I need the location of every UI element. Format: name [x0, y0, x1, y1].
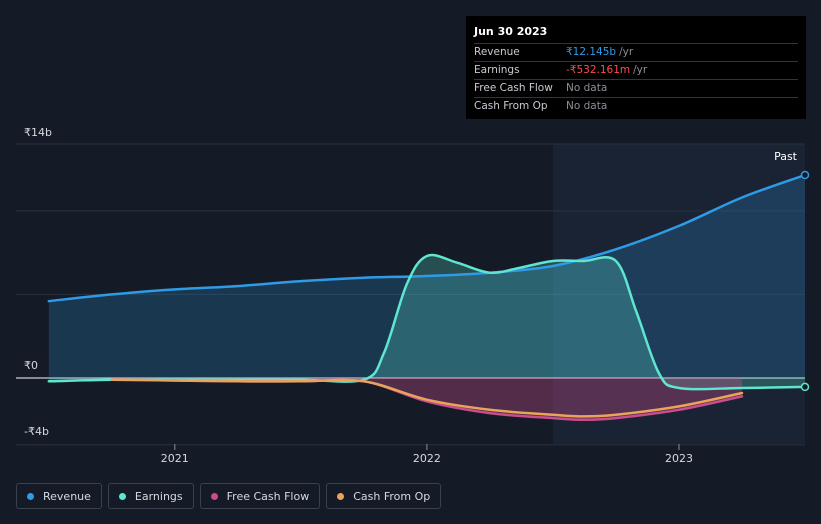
tooltip-value: ₹12.145b — [566, 46, 617, 58]
earnings-line — [47, 253, 807, 391]
cash-from-op-line — [110, 378, 744, 418]
tooltip-row-cash-from-op: Cash From Op No data — [474, 98, 798, 115]
y-tick-label: -₹4b — [24, 425, 49, 438]
end-markers — [800, 170, 810, 392]
y-tick-label: ₹14b — [24, 126, 52, 139]
axis-ticks: ₹14b ₹0 -₹4b 2021 2022 2023 — [24, 126, 693, 465]
legend-item-cash-from-op[interactable]: Cash From Op — [326, 483, 442, 509]
legend-label: Cash From Op — [353, 489, 431, 503]
data-tooltip: Jun 30 2023 Revenue ₹12.145b /yr Earning… — [466, 16, 806, 119]
legend-item-revenue[interactable]: Revenue — [16, 483, 102, 509]
earnings-end-point — [800, 382, 810, 392]
legend-label: Revenue — [43, 489, 91, 503]
tooltip-row-revenue: Revenue ₹12.145b /yr — [474, 44, 798, 62]
tooltip-label: Cash From Op — [474, 100, 548, 112]
x-tick-label: 2021 — [161, 452, 189, 465]
free-cash-flow-dot-icon — [210, 492, 218, 500]
tooltip-value: No data — [566, 100, 608, 112]
tooltip-value: -₹532.161m — [566, 64, 631, 76]
y-tick-label: ₹0 — [24, 359, 38, 372]
cash-from-op-dot-icon — [337, 492, 345, 500]
tooltip-label: Free Cash Flow — [474, 82, 553, 94]
revenue-end-point — [800, 170, 810, 180]
earnings-area — [48, 255, 806, 390]
tooltip-unit: /yr — [633, 64, 648, 76]
grid-lines — [16, 143, 805, 446]
revenue-line — [47, 173, 807, 303]
tooltip-row-earnings: Earnings -₹532.161m /yr — [474, 62, 798, 80]
chart-legend: Revenue Earnings Free Cash Flow Cash Fro… — [16, 483, 442, 509]
tooltip-label: Revenue — [474, 46, 520, 58]
x-tick-label: 2022 — [413, 452, 441, 465]
past-label: Past — [774, 150, 798, 163]
legend-label: Free Cash Flow — [226, 489, 310, 503]
tooltip-label: Earnings — [474, 64, 520, 76]
revenue-dot-icon — [27, 492, 34, 500]
tooltip-unit: /yr — [619, 46, 634, 58]
series-lines — [47, 173, 807, 422]
tooltip-value: No data — [566, 82, 608, 94]
legend-item-earnings[interactable]: Earnings — [107, 483, 194, 509]
x-tick-label: 2023 — [665, 452, 693, 465]
legend-item-free-cash-flow[interactable]: Free Cash Flow — [199, 483, 321, 509]
tooltip-date: Jun 30 2023 — [474, 24, 798, 44]
tooltip-row-free-cash-flow: Free Cash Flow No data — [474, 80, 798, 98]
legend-label: Earnings — [134, 489, 183, 503]
earnings-dot-icon — [118, 492, 126, 500]
